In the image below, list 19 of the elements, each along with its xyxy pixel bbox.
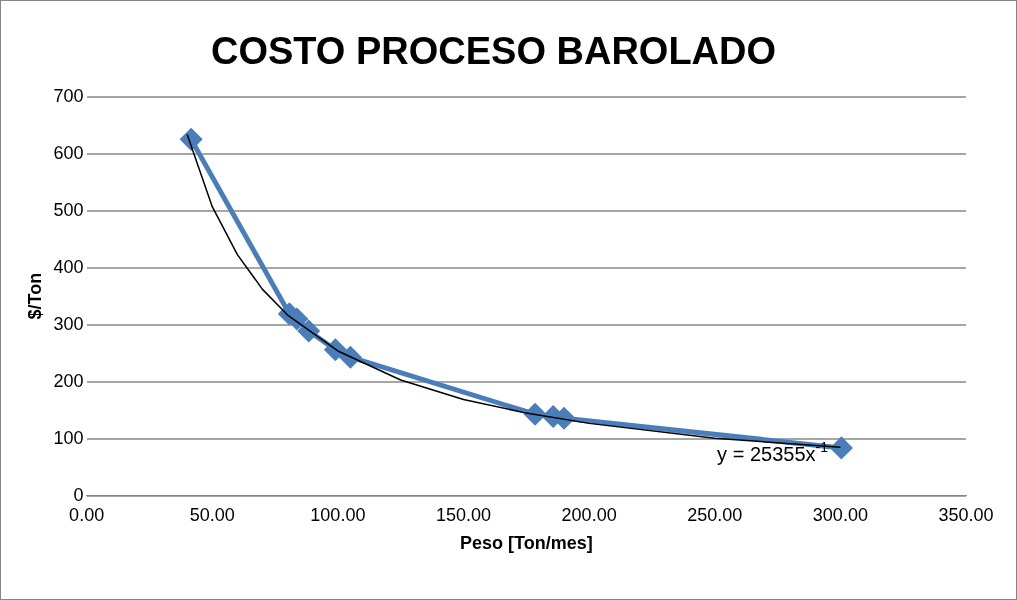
x-tick-label: 300.00 xyxy=(812,504,868,525)
y-tick-label: 300 xyxy=(53,313,84,334)
chart-title: COSTO PROCESO BAROLADO xyxy=(210,30,777,73)
y-tick-label: 0 xyxy=(73,484,84,505)
x-tick-label: 200.00 xyxy=(561,504,617,525)
y-tick-label: 400 xyxy=(53,256,84,277)
x-tick-label: 50.00 xyxy=(189,504,235,525)
y-tick-label: 500 xyxy=(53,199,84,220)
y-tick-label: 200 xyxy=(53,370,84,391)
y-tick-label: 100 xyxy=(53,427,84,448)
x-tick-label: 250.00 xyxy=(687,504,743,525)
x-axis-title: Peso [Ton/mes] xyxy=(459,533,593,554)
y-axis-title: $/Ton xyxy=(24,272,45,320)
x-tick-label: 350.00 xyxy=(938,504,994,525)
x-tick-label: 150.00 xyxy=(435,504,492,525)
y-tick-label: 600 xyxy=(53,142,84,163)
x-tick-label: 100.00 xyxy=(310,504,366,525)
y-tick-label: 700 xyxy=(53,85,84,106)
x-tick-label: 0.00 xyxy=(69,504,105,525)
